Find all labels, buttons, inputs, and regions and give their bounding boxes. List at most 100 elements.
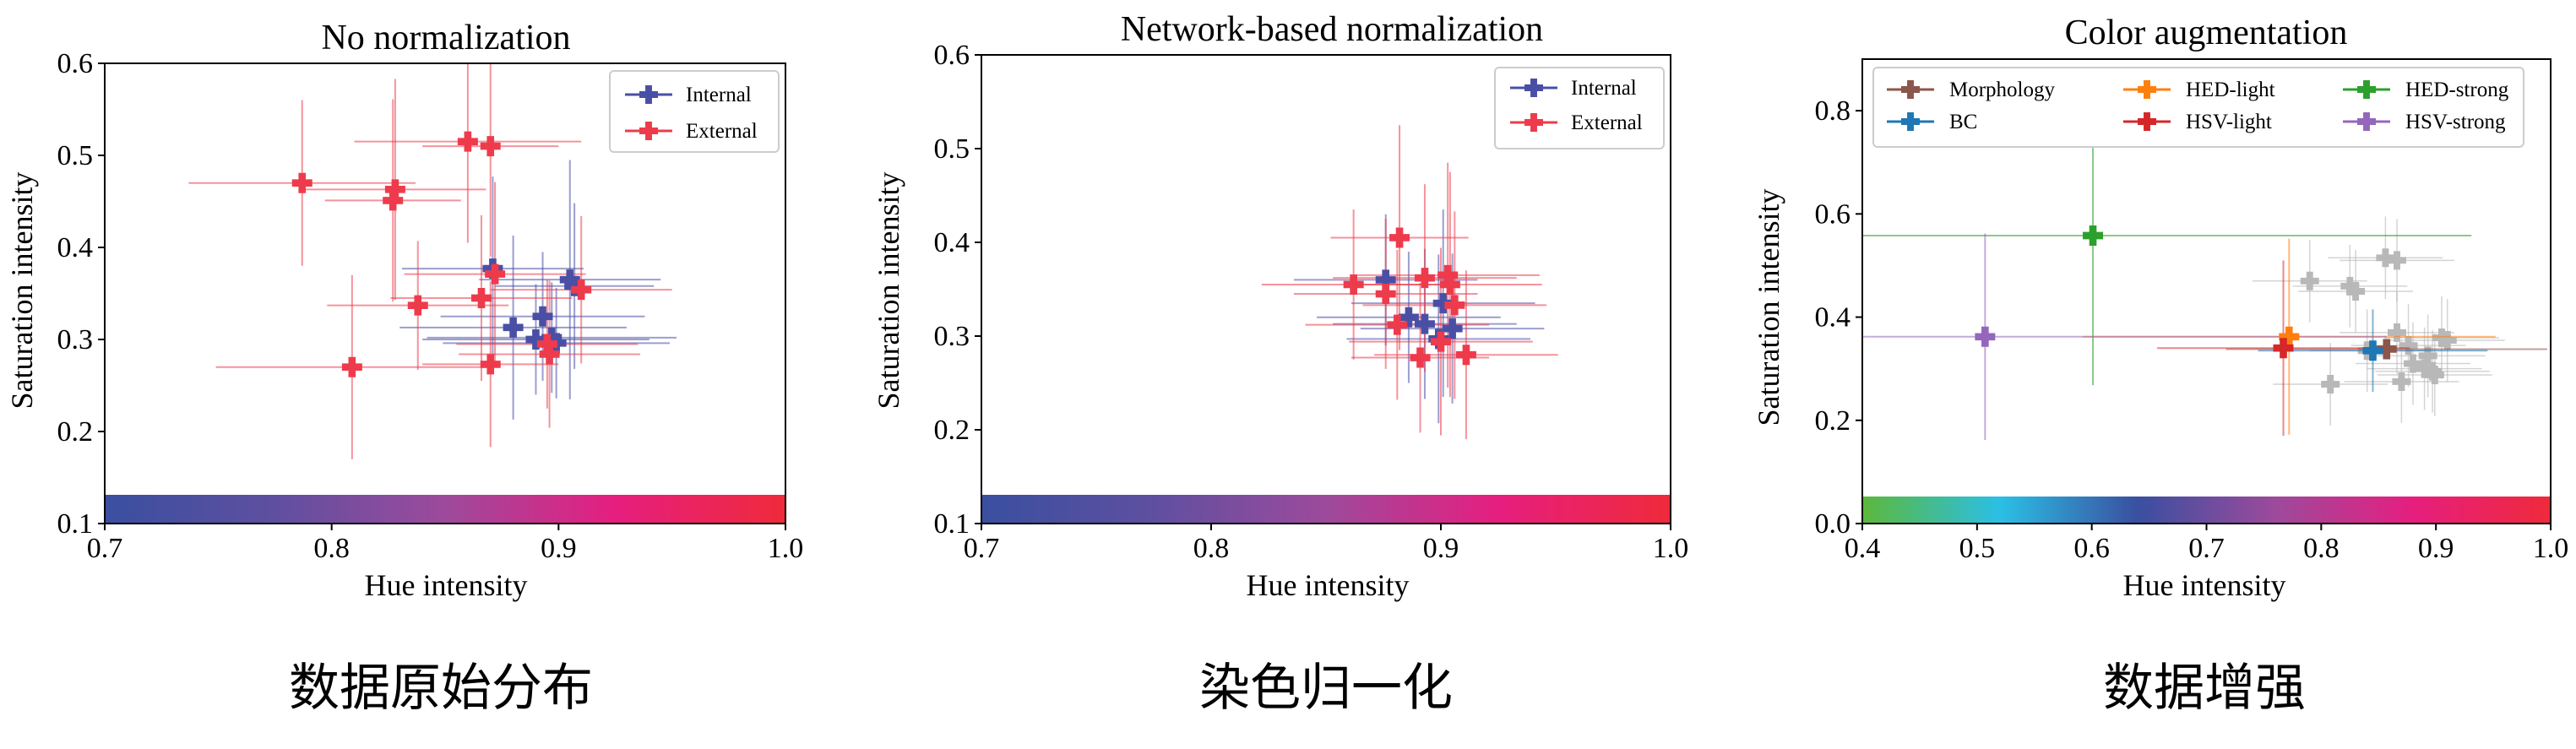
background-point <box>2321 375 2340 394</box>
y-tick-label: 0.3 <box>57 324 94 356</box>
data-point-external <box>383 190 404 211</box>
caption-stain-normalization: 染色归一化 <box>1199 659 1453 718</box>
y-tick-label: 0.2 <box>934 415 970 446</box>
panel-title: Network-based normalization <box>1121 10 1543 49</box>
y-tick-label: 0.6 <box>1815 198 1851 230</box>
data-point-external <box>384 179 405 200</box>
legend-label-external: External <box>686 120 758 143</box>
data-point-morphology <box>2376 339 2397 360</box>
background-point <box>2425 366 2444 385</box>
data-point-external <box>470 287 492 308</box>
color-strip <box>981 495 1671 524</box>
data-point-external <box>407 295 428 316</box>
data-point-hsv-light <box>2273 338 2294 359</box>
x-tick-label: 0.7 <box>87 533 123 564</box>
data-point-external <box>1455 345 1476 366</box>
y-tick-label: 0.8 <box>1815 95 1851 127</box>
y-tick-label: 0.6 <box>57 48 94 79</box>
background-point <box>2404 354 2422 373</box>
background-point <box>2340 276 2360 296</box>
background-point <box>2418 346 2437 366</box>
x-axis-label: Hue intensity <box>365 568 528 602</box>
data-point-external <box>341 356 362 377</box>
data-point-external <box>457 131 478 152</box>
legend-label-morphology: Morphology <box>1949 79 2056 101</box>
background-point <box>2399 336 2418 356</box>
y-axis-label: Saturation intensity <box>1752 189 1785 426</box>
data-point-external <box>539 344 560 365</box>
x-axis-label: Hue intensity <box>1247 568 1410 602</box>
data-point-internal <box>532 306 553 327</box>
legend-marker-hed-light <box>2138 80 2156 99</box>
data-point-external <box>1444 295 1465 316</box>
data-point-internal <box>564 275 585 296</box>
color-strip <box>1862 497 2551 524</box>
background-point <box>2437 331 2457 350</box>
x-tick-label: 1.0 <box>1653 533 1689 564</box>
y-tick-label: 0.1 <box>57 508 94 540</box>
x-tick-label: 1.0 <box>2533 533 2569 564</box>
legend-marker-morphology <box>1901 80 1920 99</box>
axes-frame <box>981 54 1671 524</box>
x-tick-label: 0.8 <box>2303 533 2340 564</box>
background-point <box>2387 323 2406 342</box>
panel-title: No normalization <box>321 19 570 57</box>
x-tick-label: 0.7 <box>2188 533 2225 564</box>
data-point-internal <box>1398 307 1419 328</box>
y-tick-label: 0.1 <box>934 508 970 540</box>
y-tick-label: 0.3 <box>934 321 970 352</box>
x-tick-label: 0.9 <box>541 533 577 564</box>
x-tick-label: 0.5 <box>1959 533 1996 564</box>
x-tick-label: 0.7 <box>964 533 1000 564</box>
x-tick-label: 1.0 <box>768 533 804 564</box>
legend-label-hsv-light: HSV-light <box>2186 111 2272 133</box>
y-tick-label: 0.4 <box>934 227 970 258</box>
x-tick-label: 0.9 <box>2418 533 2454 564</box>
background-point <box>2387 251 2406 270</box>
data-point-external <box>1439 274 1460 295</box>
data-point-hed-strong <box>2083 225 2104 246</box>
data-point-external <box>1387 314 1408 335</box>
data-point-internal <box>503 317 524 338</box>
panel-title: Color augmentation <box>2065 14 2348 52</box>
data-point-external <box>480 136 501 157</box>
background-point <box>2376 248 2395 268</box>
data-point-internal <box>1414 313 1435 334</box>
panel-network-normalization: Network-based normalization 0.7 0.8 0.9 1.0… <box>872 10 1688 602</box>
data-point-external <box>1375 284 1396 305</box>
background-point <box>2346 282 2366 301</box>
data-point-external <box>1389 227 1410 248</box>
data-point-external <box>1414 268 1435 289</box>
axes-frame <box>104 62 786 524</box>
y-axis-label: Saturation intensity <box>5 172 39 410</box>
y-tick-label: 0.4 <box>57 232 94 263</box>
y-tick-label: 0.6 <box>934 40 970 71</box>
y-tick-label: 0.2 <box>57 416 94 448</box>
data-point-external <box>1343 274 1364 295</box>
legend-marker-hsv-light <box>2138 112 2156 131</box>
background-point <box>2300 271 2319 290</box>
x-tick-label: 0.8 <box>1193 533 1230 564</box>
data-point-bc <box>2362 340 2383 361</box>
data-point-external <box>291 172 312 193</box>
legend-marker-external <box>639 122 658 140</box>
data-point-internal <box>1442 318 1463 339</box>
data-point-external <box>1410 347 1431 368</box>
x-tick-label: 0.9 <box>1423 533 1459 564</box>
color-strip <box>105 495 785 524</box>
data-point-external <box>480 354 501 375</box>
legend: Internal External <box>1494 67 1665 149</box>
data-point-internal <box>541 327 562 348</box>
data-point-internal <box>559 269 580 290</box>
y-tick-label: 0.4 <box>1815 302 1851 334</box>
legend-label-external: External <box>1571 111 1643 134</box>
data-point-external <box>571 280 592 301</box>
panel-no-normalization: No normalization 0.7 0.8 0.9 1.0 0.1 0.2 0.3 0.… <box>5 19 803 602</box>
legend-marker-internal <box>1524 79 1544 97</box>
data-point-hsv-strong <box>1975 326 1996 347</box>
data-point-internal <box>1432 293 1454 314</box>
y-axis-label: Saturation intensity <box>872 172 905 410</box>
y-tick-label: 0.5 <box>934 133 970 165</box>
y-tick-label: 0.5 <box>57 140 94 171</box>
x-tick-label: 0.4 <box>1845 533 1881 564</box>
